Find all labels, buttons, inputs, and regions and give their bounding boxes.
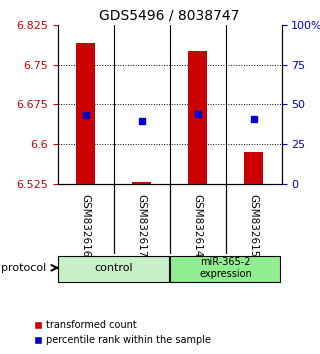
FancyBboxPatch shape [170,256,280,281]
Text: protocol: protocol [1,263,46,273]
Legend: transformed count, percentile rank within the sample: transformed count, percentile rank withi… [30,316,215,349]
Bar [76,43,95,184]
Text: GSM832617: GSM832617 [137,194,147,258]
Text: GSM832615: GSM832615 [249,194,259,258]
Bar [188,51,207,184]
Text: miR-365-2
expression: miR-365-2 expression [199,257,252,279]
Text: GSM832616: GSM832616 [81,194,91,258]
Title: GDS5496 / 8038747: GDS5496 / 8038747 [100,8,240,22]
Bar [132,182,151,184]
Text: GSM832614: GSM832614 [193,194,203,258]
FancyBboxPatch shape [58,256,169,281]
Text: control: control [94,263,133,273]
Bar [244,152,263,184]
